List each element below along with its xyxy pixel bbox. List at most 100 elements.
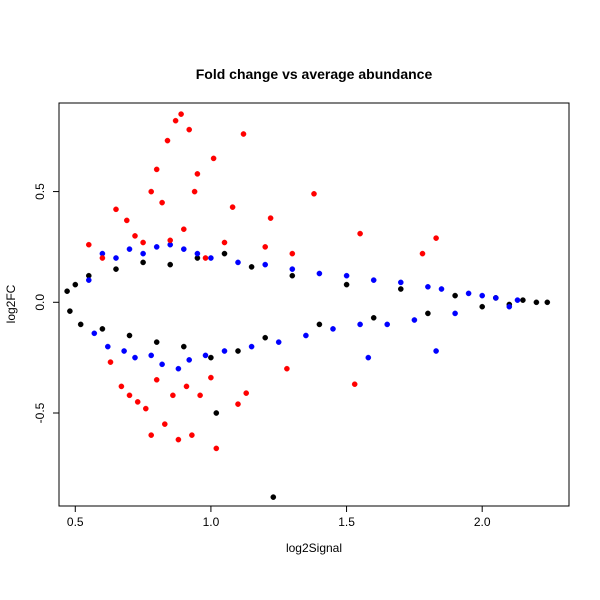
data-point-not_significant-6 (113, 266, 119, 272)
data-point-not_significant-18 (262, 334, 269, 341)
x-tick-label-3: 2.0 (474, 515, 491, 529)
data-point-significant-9 (148, 352, 154, 359)
data-point-large_change-17 (164, 137, 171, 144)
x-axis-label: log2Signal (286, 541, 342, 555)
data-point-significant-8 (140, 250, 146, 257)
data-point-not_significant-9 (153, 339, 160, 345)
data-point-not_significant-24 (397, 286, 404, 292)
data-point-large_change-10 (142, 405, 149, 412)
x-tick-label-2: 1.5 (338, 515, 355, 529)
data-point-not_significant-30 (520, 297, 526, 303)
data-point-not_significant-5 (99, 326, 106, 332)
data-point-significant-27 (330, 326, 336, 332)
data-point-large_change-34 (221, 239, 228, 246)
data-point-large_change-41 (284, 365, 290, 372)
data-point-not_significant-2 (72, 281, 79, 288)
data-point-significant-13 (175, 365, 182, 372)
data-point-not_significant-32 (544, 299, 551, 306)
data-point-large_change-44 (351, 381, 358, 388)
data-point-significant-38 (452, 310, 458, 317)
data-point-significant-1 (91, 330, 98, 337)
data-point-significant-26 (316, 270, 323, 277)
data-point-significant-4 (113, 255, 119, 261)
data-point-significant-5 (121, 348, 127, 354)
data-point-not_significant-10 (167, 261, 173, 268)
data-point-significant-19 (221, 348, 228, 354)
data-point-significant-6 (126, 246, 133, 252)
data-point-large_change-37 (240, 131, 247, 137)
data-point-significant-42 (506, 303, 513, 310)
data-point-not_significant-20 (289, 272, 296, 279)
data-point-large_change-38 (243, 390, 249, 396)
data-point-not_significant-19 (270, 494, 277, 500)
data-point-not_significant-8 (140, 259, 146, 266)
data-point-not_significant-11 (180, 343, 187, 350)
data-point-significant-7 (132, 354, 138, 361)
data-point-significant-0 (86, 277, 92, 283)
data-point-not_significant-31 (533, 299, 540, 306)
data-point-significant-31 (370, 277, 377, 283)
data-point-not_significant-22 (343, 281, 350, 288)
data-point-significant-24 (289, 266, 296, 272)
data-point-significant-37 (438, 286, 445, 292)
data-point-significant-10 (153, 244, 160, 250)
data-point-not_significant-13 (208, 354, 214, 361)
y-tick-label-1: 0.0 (33, 294, 47, 311)
data-point-large_change-21 (175, 436, 182, 443)
chart-title: Fold change vs average abundance (196, 66, 433, 82)
data-point-large_change-2 (107, 359, 114, 365)
data-point-large_change-25 (186, 126, 192, 133)
data-point-significant-17 (202, 352, 209, 359)
points-layer (64, 111, 551, 500)
data-point-significant-41 (492, 295, 499, 301)
data-point-large_change-45 (357, 230, 363, 237)
data-point-significant-35 (425, 283, 431, 290)
data-point-large_change-7 (132, 233, 138, 239)
x-axis: 0.5 1.0 1.5 2.0 (67, 505, 491, 529)
data-point-large_change-12 (148, 188, 154, 195)
data-point-significant-32 (384, 321, 391, 328)
data-point-large_change-31 (208, 374, 214, 381)
data-point-significant-36 (433, 348, 439, 354)
data-point-large_change-6 (126, 392, 133, 399)
data-point-not_significant-27 (479, 303, 486, 310)
data-point-large_change-1 (99, 255, 106, 261)
data-point-large_change-29 (197, 392, 203, 399)
data-point-not_significant-0 (64, 288, 70, 295)
data-point-large_change-30 (202, 255, 209, 261)
data-point-significant-28 (343, 272, 350, 279)
y-tick-label-0: -0.5 (33, 402, 47, 423)
data-point-large_change-24 (183, 383, 190, 390)
data-point-large_change-46 (419, 250, 426, 257)
data-point-large_change-9 (140, 239, 146, 246)
data-point-not_significant-25 (425, 310, 431, 317)
data-point-not_significant-1 (67, 308, 73, 314)
data-point-significant-14 (180, 246, 187, 252)
data-point-large_change-32 (210, 155, 217, 162)
data-point-not_significant-26 (452, 292, 458, 299)
data-point-large_change-40 (267, 215, 274, 221)
data-point-large_change-33 (213, 445, 220, 452)
data-point-not_significant-3 (77, 321, 84, 328)
data-point-significant-25 (303, 332, 309, 339)
data-point-significant-15 (186, 357, 192, 363)
data-point-large_change-5 (124, 217, 130, 224)
data-point-not_significant-15 (221, 250, 228, 257)
data-point-large_change-26 (189, 432, 195, 438)
data-point-large_change-8 (134, 399, 141, 405)
x-tick-label-1: 1.0 (203, 515, 220, 529)
data-point-significant-43 (514, 297, 521, 303)
data-point-significant-16 (194, 250, 201, 257)
data-point-significant-11 (159, 361, 165, 368)
data-point-significant-34 (411, 317, 418, 323)
data-point-large_change-18 (167, 237, 173, 244)
data-point-large_change-36 (235, 401, 241, 407)
data-point-large_change-22 (178, 111, 184, 117)
data-point-large_change-43 (311, 190, 317, 197)
y-tick-label-2: 0.5 (33, 183, 47, 200)
data-point-large_change-16 (161, 421, 168, 427)
x-tick-label-0: 0.5 (67, 515, 84, 529)
data-point-significant-20 (235, 259, 241, 266)
data-point-large_change-39 (262, 244, 269, 250)
